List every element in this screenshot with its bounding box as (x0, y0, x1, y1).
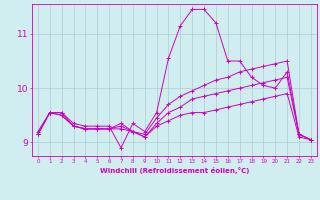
X-axis label: Windchill (Refroidissement éolien,°C): Windchill (Refroidissement éolien,°C) (100, 167, 249, 174)
